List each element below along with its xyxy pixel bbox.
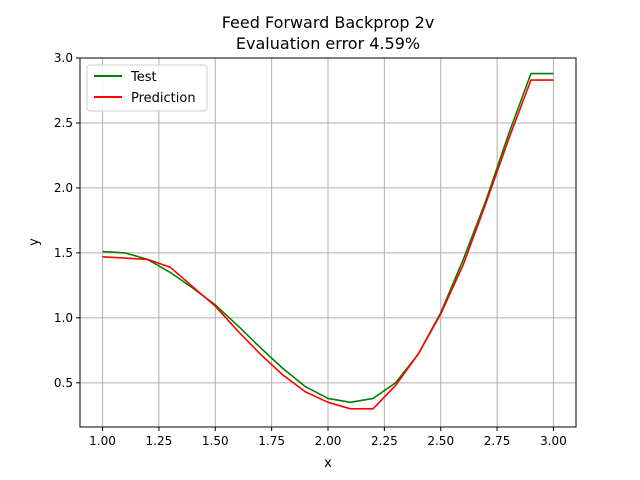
series-group bbox=[102, 72, 554, 410]
series-line-prediction bbox=[102, 79, 554, 410]
y-axis-ticks: 0.5 1.0 1.5 2.0 2.5 3.0 bbox=[54, 51, 80, 390]
x-tick-label: 1.50 bbox=[202, 434, 229, 448]
legend: Test Prediction bbox=[86, 64, 208, 112]
x-tick-label: 1.75 bbox=[258, 434, 285, 448]
y-tick-label: 2.5 bbox=[54, 116, 73, 130]
y-tick-label: 3.0 bbox=[54, 51, 73, 65]
x-tick-label: 1.00 bbox=[89, 434, 116, 448]
chart-title: Feed Forward Backprop 2v bbox=[222, 13, 435, 32]
x-tick-label: 1.25 bbox=[146, 434, 173, 448]
y-tick-label: 1.0 bbox=[54, 311, 73, 325]
y-tick-label: 1.5 bbox=[54, 246, 73, 260]
chart-subtitle: Evaluation error 4.59% bbox=[236, 34, 420, 53]
legend-label-prediction: Prediction bbox=[131, 91, 196, 106]
y-tick-label: 2.0 bbox=[54, 181, 73, 195]
x-tick-label: 2.25 bbox=[371, 434, 398, 448]
series-line-test bbox=[102, 72, 554, 404]
y-tick-label: 0.5 bbox=[54, 376, 73, 390]
grid bbox=[80, 57, 576, 427]
x-tick-label: 2.00 bbox=[315, 434, 342, 448]
x-tick-label: 3.00 bbox=[540, 434, 567, 448]
x-tick-label: 2.75 bbox=[484, 434, 511, 448]
x-tick-label: 2.50 bbox=[427, 434, 454, 448]
legend-label-test: Test bbox=[130, 70, 157, 85]
x-axis-ticks: 1.00 1.25 1.50 1.75 2.00 2.25 2.50 2.75 3.00 bbox=[89, 427, 567, 448]
y-axis-label: y bbox=[27, 238, 42, 246]
x-axis-label: x bbox=[324, 456, 332, 471]
